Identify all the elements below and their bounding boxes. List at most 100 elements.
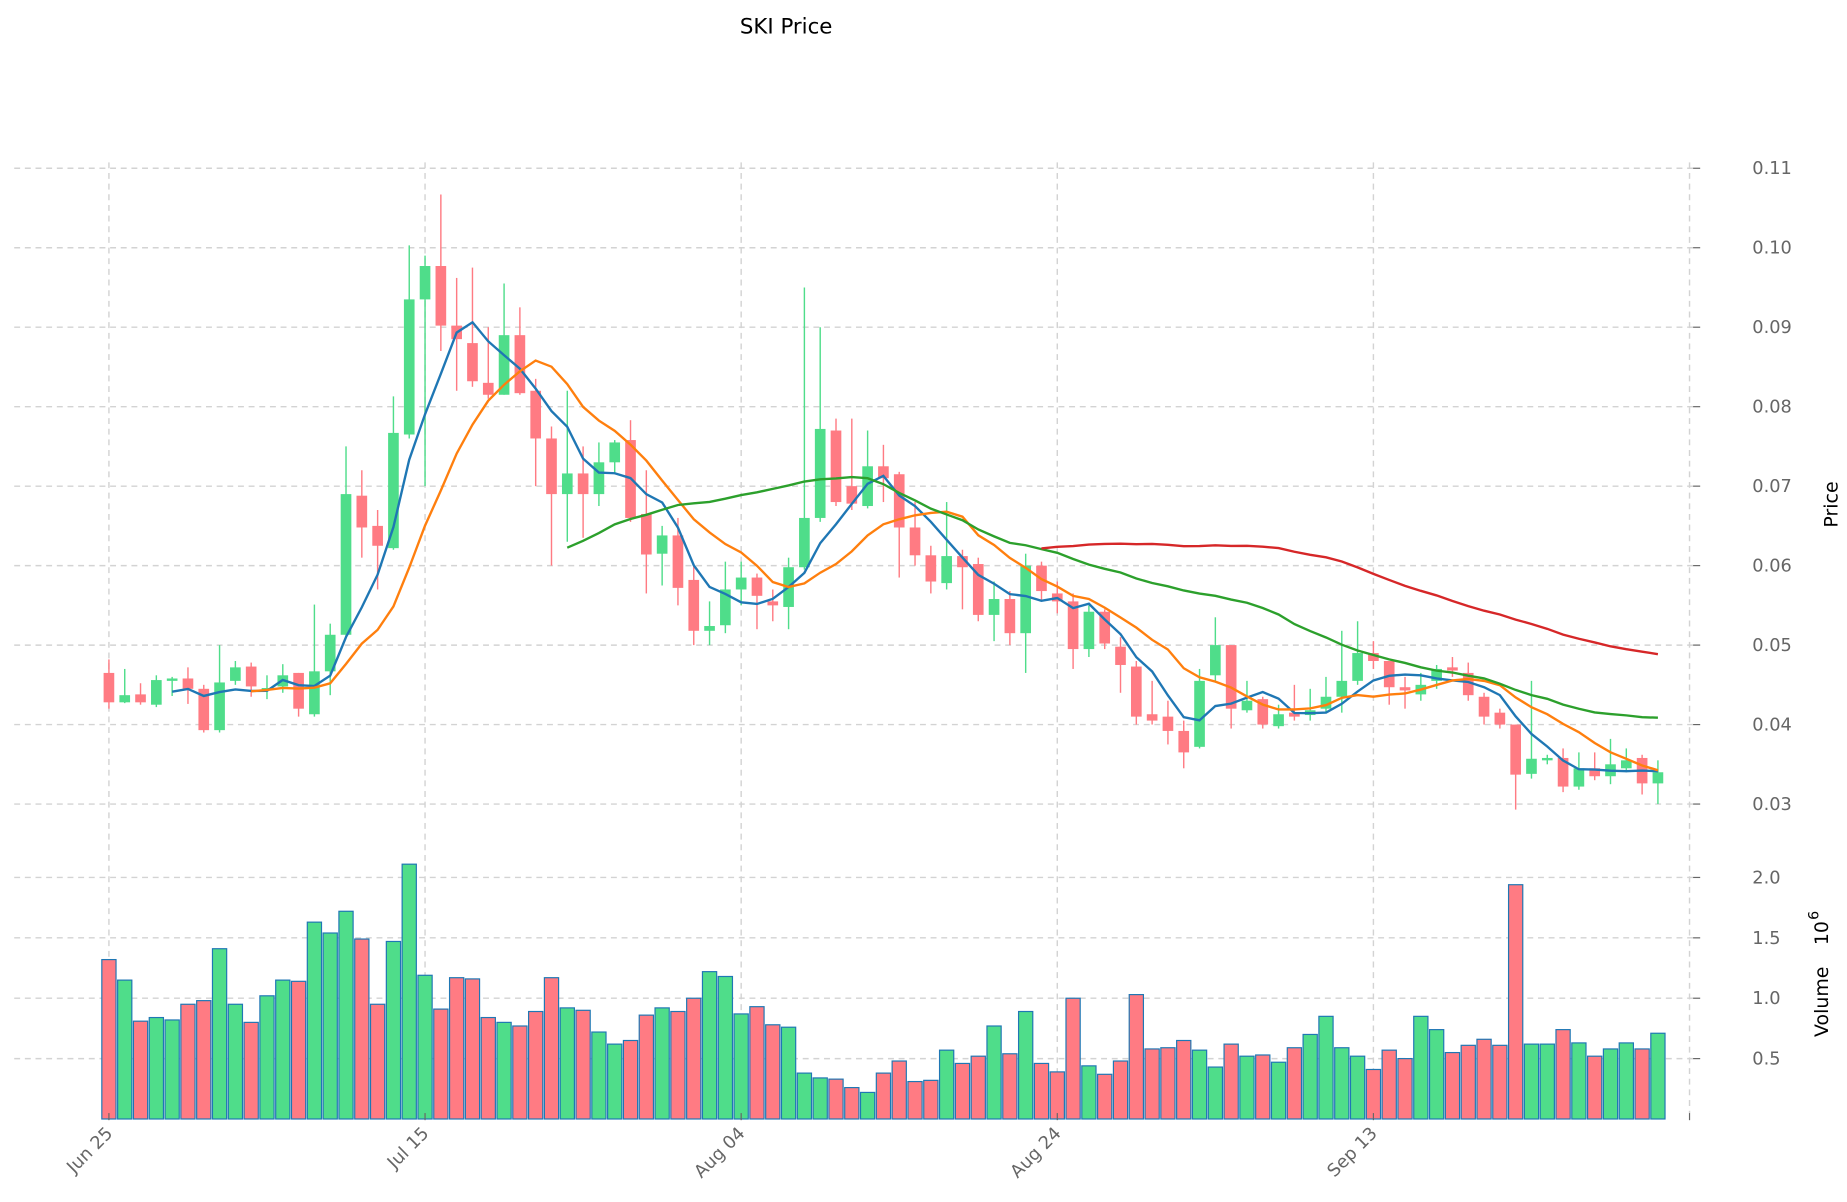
candle-body: [135, 694, 146, 703]
candle-body: [498, 335, 510, 395]
volume-bar: [1255, 1054, 1271, 1120]
volume-bar: [512, 1025, 528, 1120]
volume-bar: [464, 978, 481, 1120]
volume-bar: [638, 1014, 655, 1120]
volume-bar: [196, 1000, 212, 1120]
volume-bar: [954, 1062, 971, 1120]
candle-body: [1130, 666, 1142, 717]
price-tick-label: 0.04: [1752, 715, 1792, 735]
volume-exponent: 6: [1807, 911, 1823, 920]
volume-bar: [338, 910, 354, 1120]
volume-bar: [148, 1016, 165, 1120]
volume-bar: [369, 1003, 386, 1120]
price-tick-label: 0.06: [1752, 557, 1792, 577]
candle-body: [1510, 724, 1521, 775]
volume-bar: [543, 977, 560, 1120]
price-tick-label: 0.10: [1752, 239, 1792, 259]
volume-bar: [1460, 1044, 1476, 1120]
date-tick-label: Jun 25: [63, 1124, 117, 1178]
volume-bar: [607, 1043, 623, 1120]
volume-bar: [527, 1010, 544, 1120]
volume-bar: [117, 979, 133, 1120]
candle-body: [799, 517, 810, 568]
volume-bar: [290, 980, 307, 1120]
volume-bar: [1381, 1049, 1397, 1120]
volume-bar: [1270, 1061, 1287, 1120]
volume-bar: [1492, 1044, 1508, 1120]
volume-bar: [385, 940, 402, 1120]
candle-body: [293, 672, 304, 709]
volume-multiplier: 10: [1811, 921, 1833, 945]
volume-bar: [211, 948, 228, 1120]
volume-bar: [354, 938, 370, 1120]
price-tick-label: 0.09: [1752, 318, 1792, 338]
candle-body: [688, 579, 700, 631]
moving-average-10: [251, 359, 1659, 772]
candle-body: [941, 556, 952, 584]
volume-bar: [1586, 1055, 1603, 1120]
candle-body: [1541, 757, 1553, 761]
candle-body: [482, 382, 494, 395]
candle-body: [530, 390, 542, 439]
candle-body: [435, 266, 447, 326]
volume-bar: [591, 1031, 607, 1120]
volume-bar: [559, 1007, 575, 1120]
volume-bar: [1207, 1066, 1224, 1120]
volume-bar: [480, 1016, 496, 1120]
volume-tick-label: 1.0: [1752, 989, 1780, 1009]
candle-body: [1289, 712, 1300, 717]
candle-body: [1557, 757, 1569, 787]
candle-body: [1115, 646, 1126, 665]
volume-bar: [701, 971, 718, 1120]
volume-bar: [1176, 1039, 1192, 1120]
candle-body: [878, 466, 889, 479]
candle-body: [641, 513, 652, 555]
volume-bar: [938, 1049, 955, 1120]
candle-body: [182, 678, 194, 689]
volume-bar: [654, 1007, 670, 1120]
candle-body: [1431, 668, 1442, 681]
candle-body: [1478, 696, 1490, 717]
candle-body: [1462, 672, 1474, 696]
price-tick-label: 0.08: [1752, 398, 1792, 418]
volume-bar: [670, 1010, 686, 1120]
volume-bar: [1571, 1042, 1587, 1120]
candle-body: [720, 589, 731, 626]
price-tick-label: 0.03: [1752, 795, 1792, 815]
volume-bar: [1160, 1047, 1176, 1120]
volume-bar: [1144, 1048, 1160, 1120]
volume-bar: [970, 1055, 986, 1120]
price-tick-label: 0.11: [1752, 159, 1792, 179]
candle-body: [1352, 653, 1363, 681]
candle-body: [1573, 768, 1585, 787]
candle-body: [1178, 730, 1190, 753]
candle-body: [862, 466, 873, 507]
volume-bar: [1128, 994, 1145, 1120]
volume-bar: [812, 1077, 828, 1120]
grid: [14, 162, 1694, 1114]
candle-body: [324, 634, 336, 672]
candle-body: [1589, 768, 1601, 777]
volume-bar: [1634, 1048, 1650, 1120]
volume-bar: [1097, 1073, 1113, 1120]
candle-body: [672, 535, 684, 588]
volume-bar: [164, 1019, 180, 1120]
volume-bar: [859, 1091, 876, 1120]
volume-bar: [891, 1060, 907, 1120]
candle-body: [1320, 696, 1332, 709]
candle-body: [372, 525, 383, 546]
volume-bar: [243, 1021, 259, 1120]
volume-bar: [1650, 1032, 1666, 1120]
volume-tick-label: 1.5: [1752, 929, 1780, 949]
volume-bar: [1444, 1051, 1461, 1120]
moving-averages: [171, 320, 1659, 773]
volume-bar: [923, 1079, 939, 1120]
volume-bar: [575, 1009, 591, 1120]
date-tick-label: Aug 24: [1007, 1124, 1066, 1183]
volume-bar: [1191, 1049, 1208, 1120]
date-tick-label: Jul 15: [383, 1124, 433, 1174]
candle-body: [704, 626, 715, 631]
moving-average-5: [171, 320, 1658, 773]
candle-body: [846, 486, 858, 504]
